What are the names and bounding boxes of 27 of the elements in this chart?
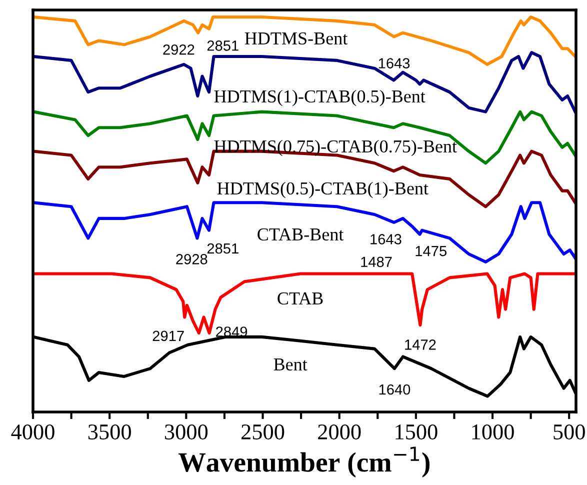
annotation: 1640 <box>379 384 410 395</box>
x-tick-label: 1500 <box>396 424 438 440</box>
annotation: 1643 <box>378 58 410 68</box>
series-label: HDTMS-Bent <box>244 32 348 45</box>
x-tick-label: 500 <box>554 424 585 440</box>
series-label: CTAB-Bent <box>258 228 344 241</box>
annotation: 2851 <box>207 40 238 51</box>
x-tick-label: 3000 <box>165 424 208 440</box>
annotation: 2922 <box>163 44 194 55</box>
series-label: CTAB <box>278 292 323 305</box>
series-label: HDTMS(1)-CTAB(0.5)-Bent <box>214 90 426 106</box>
annotation: 2928 <box>176 254 208 264</box>
x-tick-label: 2500 <box>242 424 284 440</box>
series-label: Bent <box>274 358 308 371</box>
annotation: 2917 <box>152 330 184 342</box>
annotation: 1643 <box>370 234 402 244</box>
series-label: HDTMS(0.75)-CTAB(0.75)-Bent <box>214 140 457 156</box>
x-tick-label: 3500 <box>88 424 131 440</box>
x-tick-label: 1000 <box>472 424 514 440</box>
x-tick-label: 4000 <box>11 424 54 440</box>
x-tick-label: 2000 <box>318 424 361 440</box>
x-axis-title: Wavenumber (cm$^{−1}$) <box>178 446 430 478</box>
annotation: 1472 <box>405 340 436 350</box>
annotation: 1475 <box>416 246 446 256</box>
annotation: 2851 <box>207 243 238 254</box>
series-label: HDTMS(0.5)-CTAB(1)-Bent <box>217 182 428 198</box>
annotation: 1487 <box>361 256 392 268</box>
